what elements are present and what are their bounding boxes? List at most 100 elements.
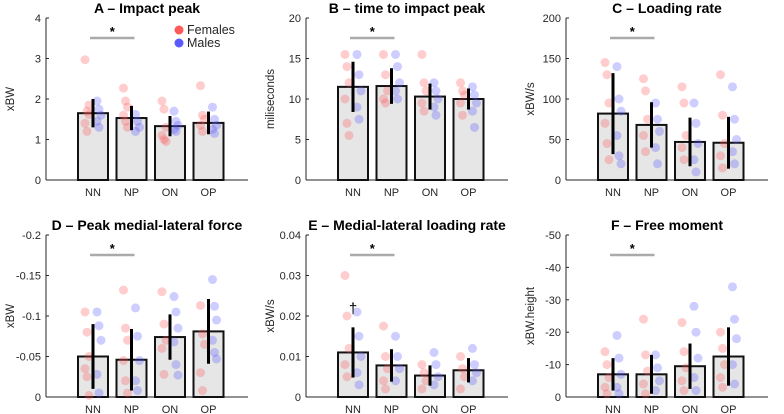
male-point [92,96,102,106]
male-point [210,347,219,357]
male-point [133,386,142,396]
male-point [730,114,739,124]
male-point [433,94,443,104]
y-tick-label: 4 [35,13,41,25]
female-point [600,118,610,128]
male-point [133,331,142,341]
male-point [92,116,102,126]
female-point [718,163,727,173]
y-tick-label: -40 [545,262,561,274]
x-tick-label: NN [605,187,621,199]
female-point [677,143,687,153]
male-point [614,151,624,161]
male-point [94,321,104,331]
female-point [460,372,469,382]
y-tick-label: 10 [289,94,301,106]
female-point [600,347,610,357]
female-point [200,114,209,124]
y-tick-label: 0 [555,392,561,404]
panel-a: A – Impact peak xBW 0 1 2 3 4 NN NP ON OP * FemalesM… [5,0,248,199]
female-point [157,287,167,297]
y-axis-label: xBW/s [525,82,537,115]
x-tick-label: NN [85,404,101,414]
x-tick-label: NP [644,187,659,199]
male-point [651,386,660,396]
male-point [470,90,479,100]
male-point [352,368,362,378]
female-point [84,352,94,361]
male-point [612,330,622,340]
male-point [693,139,703,149]
male-point [470,122,479,132]
male-point [393,94,402,104]
female-point [679,386,689,396]
y-axis-label: xBW.height [525,286,537,345]
male-point [171,126,181,136]
female-point [159,319,169,329]
male-point [169,337,179,347]
male-point [614,353,624,363]
female-point [643,114,652,124]
female-point [602,70,612,80]
y-tick-label: 0 [295,392,301,404]
male-point [135,122,144,132]
male-point [356,86,366,96]
female-point [421,376,431,386]
female-point [602,360,612,370]
female-point [342,372,352,382]
female-point [340,49,350,59]
male-point [391,86,400,96]
female-point [161,122,171,132]
y-tick-label: 150 [543,54,561,66]
female-point [159,369,169,379]
female-point [677,376,687,386]
female-point [679,347,689,357]
male-point [131,376,140,386]
significance-star: * [630,241,636,256]
female-point [456,352,465,361]
x-tick-label: NN [345,404,361,414]
male-point [468,106,477,116]
y-tick-label: 3 [35,54,41,66]
x-tick-label: NN [85,187,101,199]
x-tick-label: NP [124,404,139,414]
female-point [718,382,727,392]
female-point [419,368,429,378]
female-point [198,110,207,120]
male-point [173,120,183,130]
female-point [716,373,725,383]
y-tick-label: 100 [543,94,561,106]
male-point [653,114,662,124]
male-point [614,389,624,399]
male-point [354,70,364,80]
female-point [198,386,207,396]
y-axis-label: miliseconds [265,69,277,129]
female-point [720,139,729,149]
male-point [470,360,479,370]
panel-title: A – Impact peak [94,0,200,16]
male-point [352,102,362,112]
female-point [604,373,614,383]
female-point [340,94,350,104]
male-point [689,98,699,108]
y-tick-label: -0.15 [16,271,41,283]
female-point [123,388,132,398]
bar-ON [414,95,446,181]
female-point [344,343,354,353]
female-point [720,360,729,370]
female-point [419,78,429,88]
female-point [161,137,171,147]
female-point [121,96,130,106]
male-point [431,86,441,96]
female-point [159,104,169,114]
significance-star: * [630,24,636,39]
female-point [639,130,648,140]
x-tick-label: OP [461,404,477,414]
x-tick-label: NP [644,404,659,414]
female-point [196,81,205,91]
female-point [602,389,612,399]
female-point [198,329,207,339]
female-point [379,321,388,331]
female-point [119,110,128,120]
male-point [655,376,664,386]
